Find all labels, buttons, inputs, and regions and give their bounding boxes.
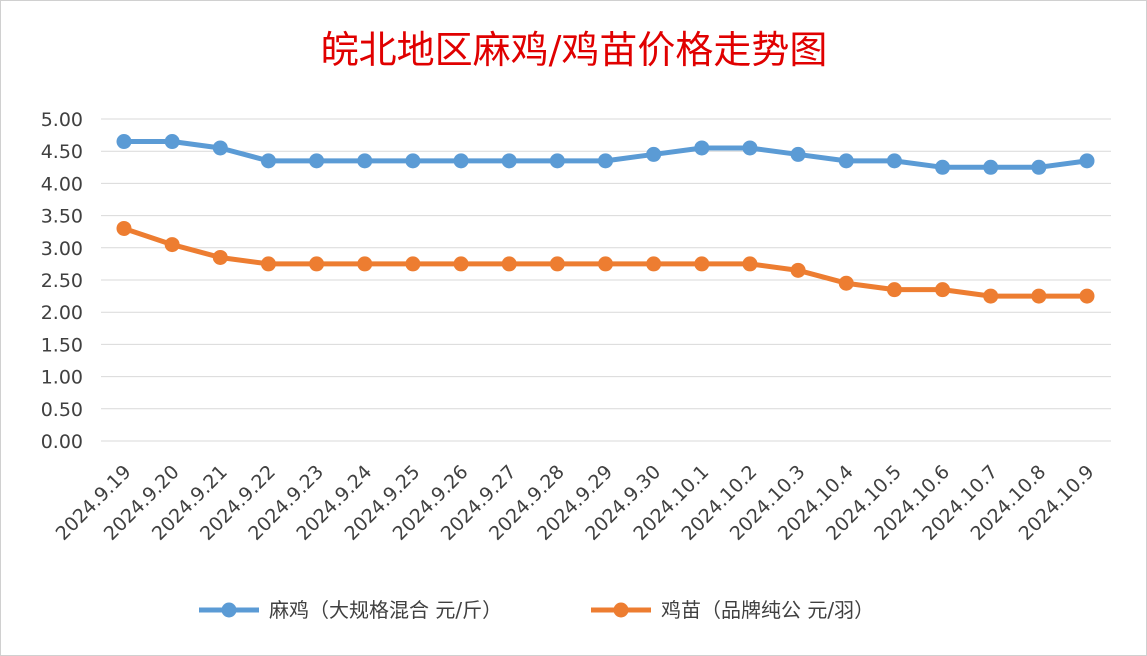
- data-point: [838, 275, 854, 291]
- data-point: [983, 288, 999, 304]
- data-point: [212, 140, 228, 156]
- y-tick-label: 3.50: [41, 206, 83, 228]
- data-point: [116, 134, 132, 150]
- data-point: [983, 159, 999, 175]
- data-point: [694, 140, 710, 156]
- y-tick-label: 2.00: [41, 302, 83, 324]
- y-tick-label: 5.00: [41, 109, 83, 131]
- data-point: [549, 153, 565, 169]
- y-tick-label: 1.50: [41, 334, 83, 356]
- data-point: [742, 140, 758, 156]
- legend-swatch-marker: [613, 602, 629, 618]
- y-tick-label: 0.00: [41, 431, 83, 453]
- data-point: [694, 256, 710, 272]
- y-axis-ticks: 0.00 0.50 1.00 1.50 2.00 2.50 3.00 3.50 4.00 4.50…: [41, 109, 83, 453]
- data-point: [935, 159, 951, 175]
- data-point: [646, 256, 662, 272]
- series-1: [116, 220, 1095, 304]
- data-point: [598, 153, 613, 169]
- legend-entry: 鸡苗（品牌纯公 元/羽）: [591, 598, 874, 622]
- data-point: [357, 153, 373, 169]
- data-point: [164, 237, 180, 253]
- legend-label: 麻鸡（大规格混合 元/斤）: [269, 598, 502, 622]
- data-point: [357, 256, 373, 272]
- series-0: [116, 134, 1095, 175]
- data-point: [501, 153, 517, 169]
- data-point: [260, 256, 276, 272]
- y-tick-label: 0.50: [41, 399, 83, 421]
- legend-swatch-marker: [221, 602, 237, 618]
- data-point: [405, 153, 421, 169]
- series-lines: [116, 134, 1095, 304]
- data-point: [1031, 288, 1047, 304]
- y-tick-label: 1.00: [41, 367, 83, 389]
- data-point: [309, 256, 325, 272]
- data-point: [1031, 159, 1047, 175]
- data-point: [501, 256, 517, 272]
- chart-title: 皖北地区麻鸡/鸡苗价格走势图: [321, 28, 828, 72]
- legend-label: 鸡苗（品牌纯公 元/羽）: [661, 598, 874, 622]
- data-point: [886, 153, 902, 169]
- y-tick-label: 4.50: [41, 141, 83, 163]
- legend: 麻鸡（大规格混合 元/斤） 鸡苗（品牌纯公 元/羽）: [199, 598, 874, 622]
- data-point: [1079, 288, 1095, 304]
- data-point: [260, 153, 276, 169]
- data-point: [790, 146, 806, 162]
- data-point: [212, 249, 228, 265]
- data-point: [116, 220, 132, 236]
- data-point: [886, 282, 902, 298]
- data-point: [598, 256, 613, 272]
- data-point: [1079, 153, 1095, 169]
- data-point: [405, 256, 421, 272]
- y-tick-label: 2.50: [41, 270, 83, 292]
- gridlines: [101, 118, 1111, 442]
- data-point: [549, 256, 565, 272]
- data-point: [453, 153, 469, 169]
- y-tick-label: 3.00: [41, 238, 83, 260]
- data-point: [935, 282, 951, 298]
- data-point: [790, 262, 806, 278]
- data-point: [453, 256, 469, 272]
- data-point: [646, 146, 662, 162]
- y-tick-label: 4.00: [41, 173, 83, 195]
- legend-entry: 麻鸡（大规格混合 元/斤）: [199, 598, 502, 622]
- data-point: [742, 256, 758, 272]
- data-point: [309, 153, 325, 169]
- data-point: [164, 134, 180, 150]
- data-point: [838, 153, 854, 169]
- x-axis-ticks: 2024.9.192024.9.202024.9.212024.9.222024…: [52, 461, 1099, 545]
